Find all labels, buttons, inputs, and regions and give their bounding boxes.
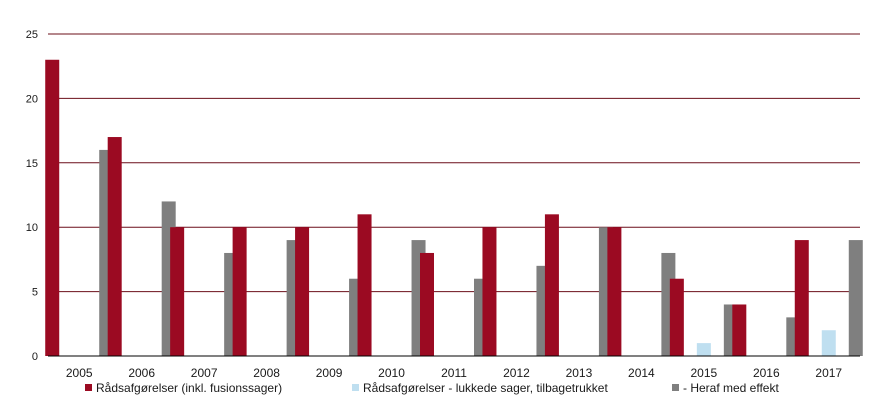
x-tick-label: 2010 bbox=[378, 366, 405, 380]
bar-2014-series-1 bbox=[607, 227, 622, 356]
bar-2015-series-1 bbox=[669, 278, 684, 356]
bar-2016-series-1 bbox=[732, 304, 747, 356]
legend-swatch-3 bbox=[672, 384, 679, 391]
y-tick-label: 25 bbox=[26, 29, 38, 41]
x-tick-label: 2011 bbox=[441, 366, 467, 380]
bar-2015-series-2 bbox=[696, 343, 711, 356]
x-tick-label: 2005 bbox=[66, 366, 93, 380]
legend-label-2: Rådsafgørelser - lukkede sager, tilbaget… bbox=[363, 381, 608, 395]
bars bbox=[45, 59, 863, 356]
legend: Rådsafgørelser (inkl. fusionssager) Rådsa… bbox=[85, 381, 779, 395]
axes: 0 5 10 15 20 25 2005 2006 2007 2008 2009 2010 2011 20… bbox=[26, 29, 860, 380]
legend-label-1: Rådsafgørelser (inkl. fusionssager) bbox=[96, 381, 282, 395]
bar-2007-series-1 bbox=[170, 227, 185, 356]
bar-2017-series-2 bbox=[821, 330, 836, 356]
bar-2017-series-1 bbox=[794, 240, 809, 356]
x-tick-label: 2009 bbox=[316, 366, 343, 380]
legend-swatch-2 bbox=[352, 384, 359, 391]
bar-2017-series-3 bbox=[848, 240, 863, 356]
bar-2011-series-1 bbox=[420, 252, 434, 356]
x-tick-label: 2007 bbox=[191, 366, 218, 380]
x-tick-label: 2008 bbox=[253, 366, 280, 380]
bar-2010-series-1 bbox=[357, 214, 372, 356]
legend-swatch-1 bbox=[85, 384, 92, 391]
y-tick-label: 0 bbox=[32, 351, 38, 363]
x-tick-label: 2006 bbox=[128, 366, 155, 380]
y-tick-label: 5 bbox=[32, 287, 38, 299]
x-tick-label: 2013 bbox=[566, 366, 593, 380]
x-tick-label: 2014 bbox=[628, 366, 655, 380]
bar-2008-series-1 bbox=[232, 227, 247, 356]
y-tick-label: 20 bbox=[26, 93, 38, 105]
x-tick-label: 2015 bbox=[690, 366, 717, 380]
x-tick-label: 2017 bbox=[815, 366, 842, 380]
bar-2006-series-1 bbox=[107, 137, 122, 356]
y-tick-label: 15 bbox=[26, 158, 38, 170]
x-tick-label: 2012 bbox=[503, 366, 530, 380]
legend-label-3: - Heraf med effekt bbox=[683, 381, 779, 395]
bar-2005-series-1 bbox=[45, 59, 60, 356]
bar-2013-series-1 bbox=[544, 214, 559, 356]
x-tick-label: 2016 bbox=[753, 366, 780, 380]
y-tick-label: 10 bbox=[26, 222, 38, 234]
bar-2009-series-1 bbox=[295, 227, 310, 356]
bar-2012-series-1 bbox=[482, 227, 497, 356]
